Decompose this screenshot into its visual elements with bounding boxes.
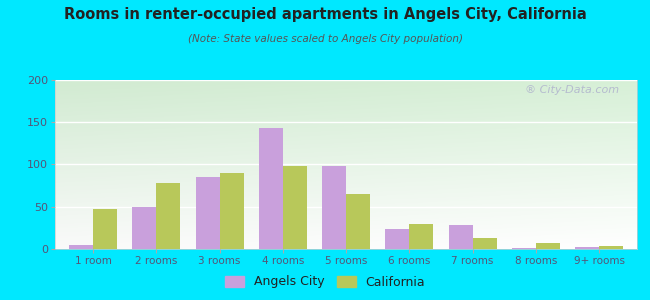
Bar [196,177,220,249]
Text: Rooms in renter-occupied apartments in Angels City, California: Rooms in renter-occupied apartments in A… [64,8,586,22]
Bar [536,243,560,249]
Bar [346,194,370,249]
Bar [259,128,283,249]
Bar [133,208,157,249]
Bar [69,245,93,249]
Bar [385,229,410,249]
Bar [448,225,473,249]
Bar [512,248,536,249]
Bar [283,166,307,249]
Bar [220,173,244,249]
Bar [575,247,599,249]
Text: ® City-Data.com: ® City-Data.com [525,85,619,94]
Bar [93,209,117,249]
Bar [157,183,181,249]
Bar [322,166,346,249]
Bar [599,247,623,249]
Bar [473,238,497,249]
Text: (Note: State values scaled to Angels City population): (Note: State values scaled to Angels Cit… [187,34,463,44]
Legend: Angels City, California: Angels City, California [221,272,429,292]
Bar [410,224,434,249]
